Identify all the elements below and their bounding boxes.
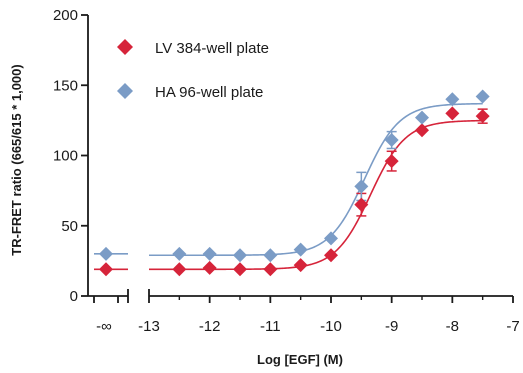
data-point — [384, 154, 399, 169]
data-point — [415, 110, 429, 125]
y-tick-label: 100 — [53, 148, 78, 165]
data-point — [475, 89, 490, 104]
data-point — [384, 133, 399, 148]
x-tick-label: -7 — [506, 318, 519, 335]
fit-curve-1 — [149, 102, 483, 257]
data-point — [202, 246, 217, 261]
data-points — [99, 89, 490, 277]
axes-group: 0 50 100 150 200 -∞ -13 -12 -11 -10 -9 -8 -7 — [53, 7, 520, 335]
legend-label: HA 96-well plate — [155, 84, 263, 101]
data-point — [263, 248, 278, 263]
x-tick-label: -13 — [138, 318, 160, 335]
data-point — [172, 246, 187, 261]
x-tick-label: -9 — [385, 318, 398, 335]
data-point — [324, 231, 338, 246]
data-point — [354, 179, 369, 194]
y-tick-label: 200 — [53, 7, 78, 24]
y-axis-title: TR-FRET ratio (665/615 * 1,000) — [9, 64, 24, 255]
legend-label: LV 384-well plate — [155, 40, 269, 57]
x-tick-label: -11 — [260, 318, 281, 335]
y-tick-label: 150 — [53, 77, 78, 94]
data-point — [324, 248, 338, 263]
legend-marker — [117, 83, 133, 99]
data-point — [354, 197, 369, 212]
x-tick-label: -12 — [199, 318, 221, 335]
data-point — [233, 248, 247, 263]
y-tick-label: 50 — [61, 218, 78, 235]
x-axis-title: Log [EGF] (M) — [257, 352, 343, 367]
data-point-baseline — [99, 262, 113, 277]
data-point — [263, 262, 278, 277]
y-tick-label: 0 — [70, 288, 78, 305]
data-point — [415, 123, 429, 138]
x-tick-label: -10 — [320, 318, 342, 335]
data-point — [202, 260, 217, 275]
data-point — [445, 92, 460, 107]
x-tick-label: -∞ — [96, 318, 112, 335]
data-point — [293, 242, 308, 257]
legend-marker — [117, 39, 133, 55]
data-point — [475, 109, 490, 124]
data-point — [233, 262, 247, 277]
legend: LV 384-well plate HA 96-well plate — [117, 39, 269, 101]
x-tick-label: -8 — [446, 318, 459, 335]
data-point-baseline — [99, 246, 113, 261]
data-point — [445, 106, 460, 121]
data-point — [293, 258, 308, 273]
data-point — [172, 262, 187, 277]
